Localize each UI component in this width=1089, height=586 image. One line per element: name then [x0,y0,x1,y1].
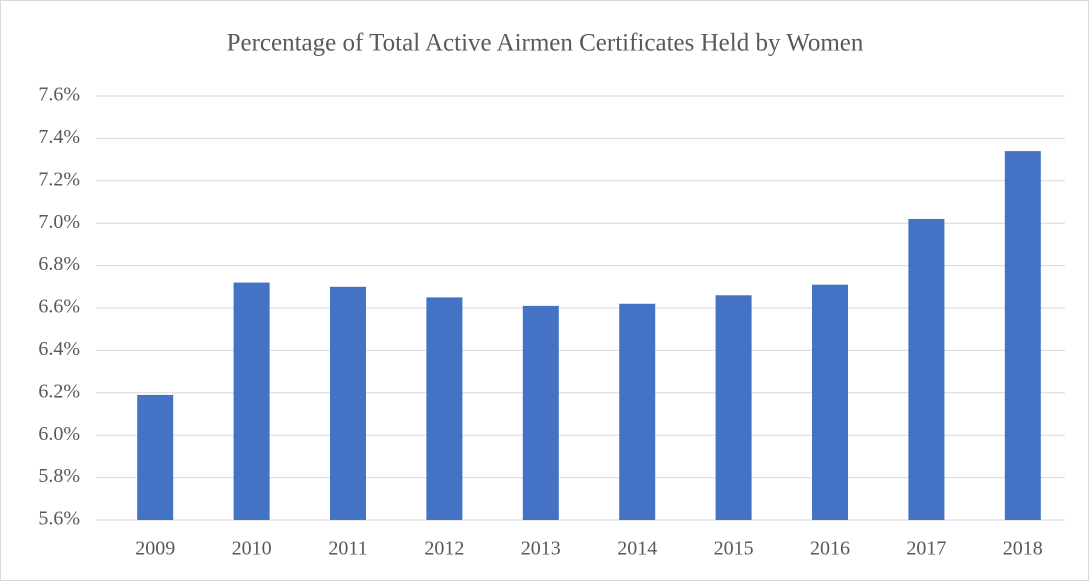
y-tick-label: 6.8% [38,253,80,275]
y-tick-label: 6.2% [38,380,80,402]
bar [233,282,270,520]
bar [1004,151,1041,520]
bar [330,286,366,520]
x-tick-label: 2012 [424,538,464,560]
y-tick-label: 6.0% [38,423,80,445]
x-tick-label: 2009 [135,538,175,560]
y-tick-label: 6.6% [38,296,80,318]
bar [715,295,752,520]
bar [812,284,848,520]
y-tick-label: 7.6% [38,84,80,106]
x-tick-label: 2010 [232,538,272,560]
bar [426,297,463,520]
x-tick-label: 2011 [328,538,367,560]
y-tick-label: 6.4% [38,338,80,360]
bar [522,305,559,520]
x-tick-label: 2013 [521,538,561,560]
y-tick-label: 5.6% [38,508,80,530]
x-tick-label: 2014 [617,538,657,560]
y-tick-label: 5.8% [38,465,80,487]
x-tick-label: 2018 [1003,538,1043,560]
bar [137,394,174,520]
x-tick-label: 2016 [810,538,850,560]
y-tick-label: 7.4% [38,126,80,148]
x-tick-label: 2015 [714,538,754,560]
bar [908,218,945,520]
y-tick-label: 7.2% [38,168,80,190]
chart-title: Percentage of Total Active Airmen Certif… [227,30,864,57]
y-tick-label: 7.0% [38,211,80,233]
bar [619,303,656,520]
x-tick-label: 2017 [906,538,946,560]
